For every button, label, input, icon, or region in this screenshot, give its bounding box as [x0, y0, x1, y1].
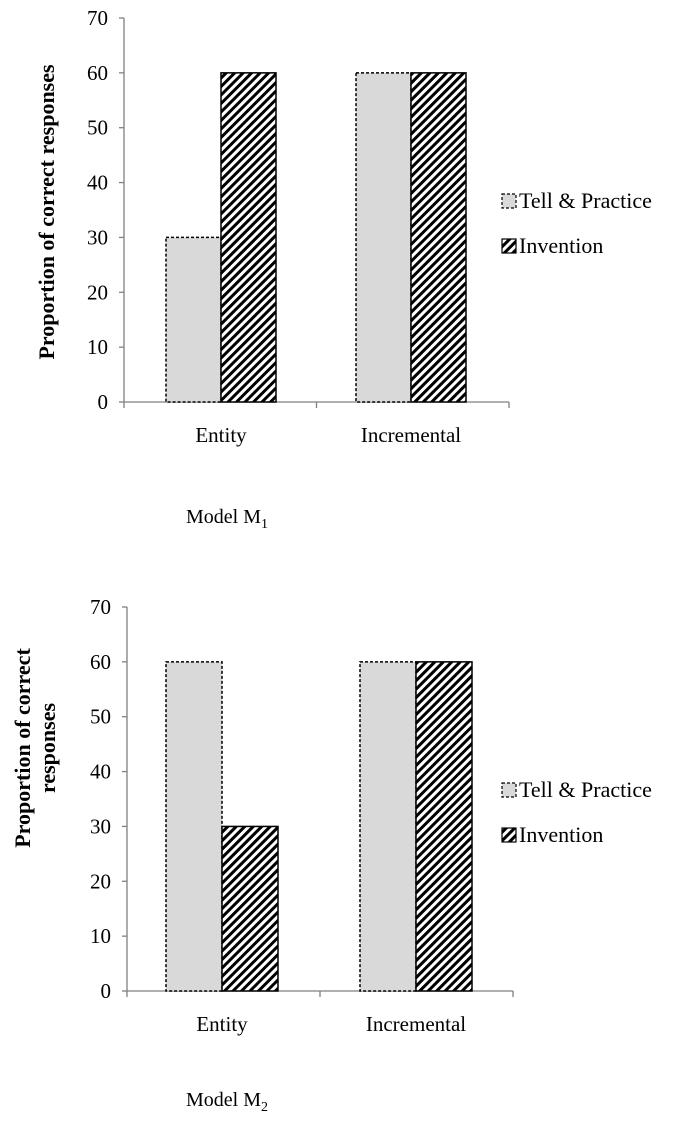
bar-invention-incremental: [410, 72, 467, 403]
chart-2-ylabel-line-2: responses: [35, 703, 60, 793]
x-category-label: Incremental: [366, 1012, 466, 1036]
chart-1: Proportion of correct responses 0 10 20 30 4…: [34, 6, 652, 532]
bar-tell-practice-incremental: [355, 72, 412, 403]
y-tick-label: 60: [90, 650, 111, 674]
y-tick-label: 30: [90, 814, 111, 838]
x-category-label: Entity: [196, 1012, 248, 1036]
bar-invention-incremental: [415, 661, 473, 992]
y-tick-label: 40: [87, 171, 108, 195]
y-tick-label: 70: [87, 6, 108, 30]
y-tick-label: 50: [87, 116, 108, 140]
x-category-label: Incremental: [361, 423, 461, 447]
y-tick-label: 10: [87, 335, 108, 359]
y-tick-label: 50: [90, 705, 111, 729]
chart-2-legend-label-invention: Invention: [519, 822, 603, 847]
chart-2-legend-swatch-tell-practice: [501, 782, 517, 798]
y-tick-label: 0: [101, 979, 112, 1003]
y-tick-label: 60: [87, 61, 108, 85]
y-tick-label: 20: [90, 869, 111, 893]
chart-2-yaxis-label: Proportion of correct responses: [10, 648, 60, 848]
chart-2-ylabel-line-1: Proportion of correct: [10, 648, 35, 848]
chart-1-yaxis-label: Proportion of correct responses: [34, 64, 59, 360]
bar-tell-practice-entity: [165, 236, 222, 403]
y-tick-label: 0: [98, 390, 109, 414]
y-tick-label: 40: [90, 760, 111, 784]
bar-invention-entity: [220, 72, 277, 403]
chart-1-legend-label-tell-practice: Tell & Practice: [519, 188, 652, 213]
bar-tell-practice-entity: [165, 661, 223, 992]
chart-2: Proportion of correct responses 0 10 20 30 4…: [10, 595, 652, 1115]
chart-2-legend-swatch-invention: [501, 827, 517, 843]
y-tick-label: 10: [90, 924, 111, 948]
chart-2-plot: 0 10 20 30 40 50 60 70 Entity Incremental: [90, 595, 514, 1036]
bar-tell-practice-incremental: [359, 661, 417, 992]
chart-2-legend-label-tell-practice: Tell & Practice: [519, 777, 652, 802]
chart-2-caption: Model M2: [186, 1089, 268, 1115]
bar-invention-entity: [221, 825, 279, 992]
y-tick-label: 30: [87, 225, 108, 249]
chart-1-ylabel: Proportion of correct responses: [34, 64, 59, 360]
chart-1-plot: 0 10 20 30 40 50 60 70 Entity Incremental: [87, 6, 510, 447]
chart-1-legend: Tell & Practice Invention: [501, 188, 652, 258]
y-tick-label: 20: [87, 280, 108, 304]
chart-1-legend-label-invention: Invention: [519, 233, 603, 258]
chart-1-legend-swatch-invention: [501, 238, 517, 254]
y-tick-label: 70: [90, 595, 111, 619]
chart-2-legend: Tell & Practice Invention: [501, 777, 652, 847]
chart-1-legend-swatch-tell-practice: [501, 193, 517, 209]
x-category-label: Entity: [195, 423, 247, 447]
chart-1-caption: Model M1: [186, 506, 268, 532]
